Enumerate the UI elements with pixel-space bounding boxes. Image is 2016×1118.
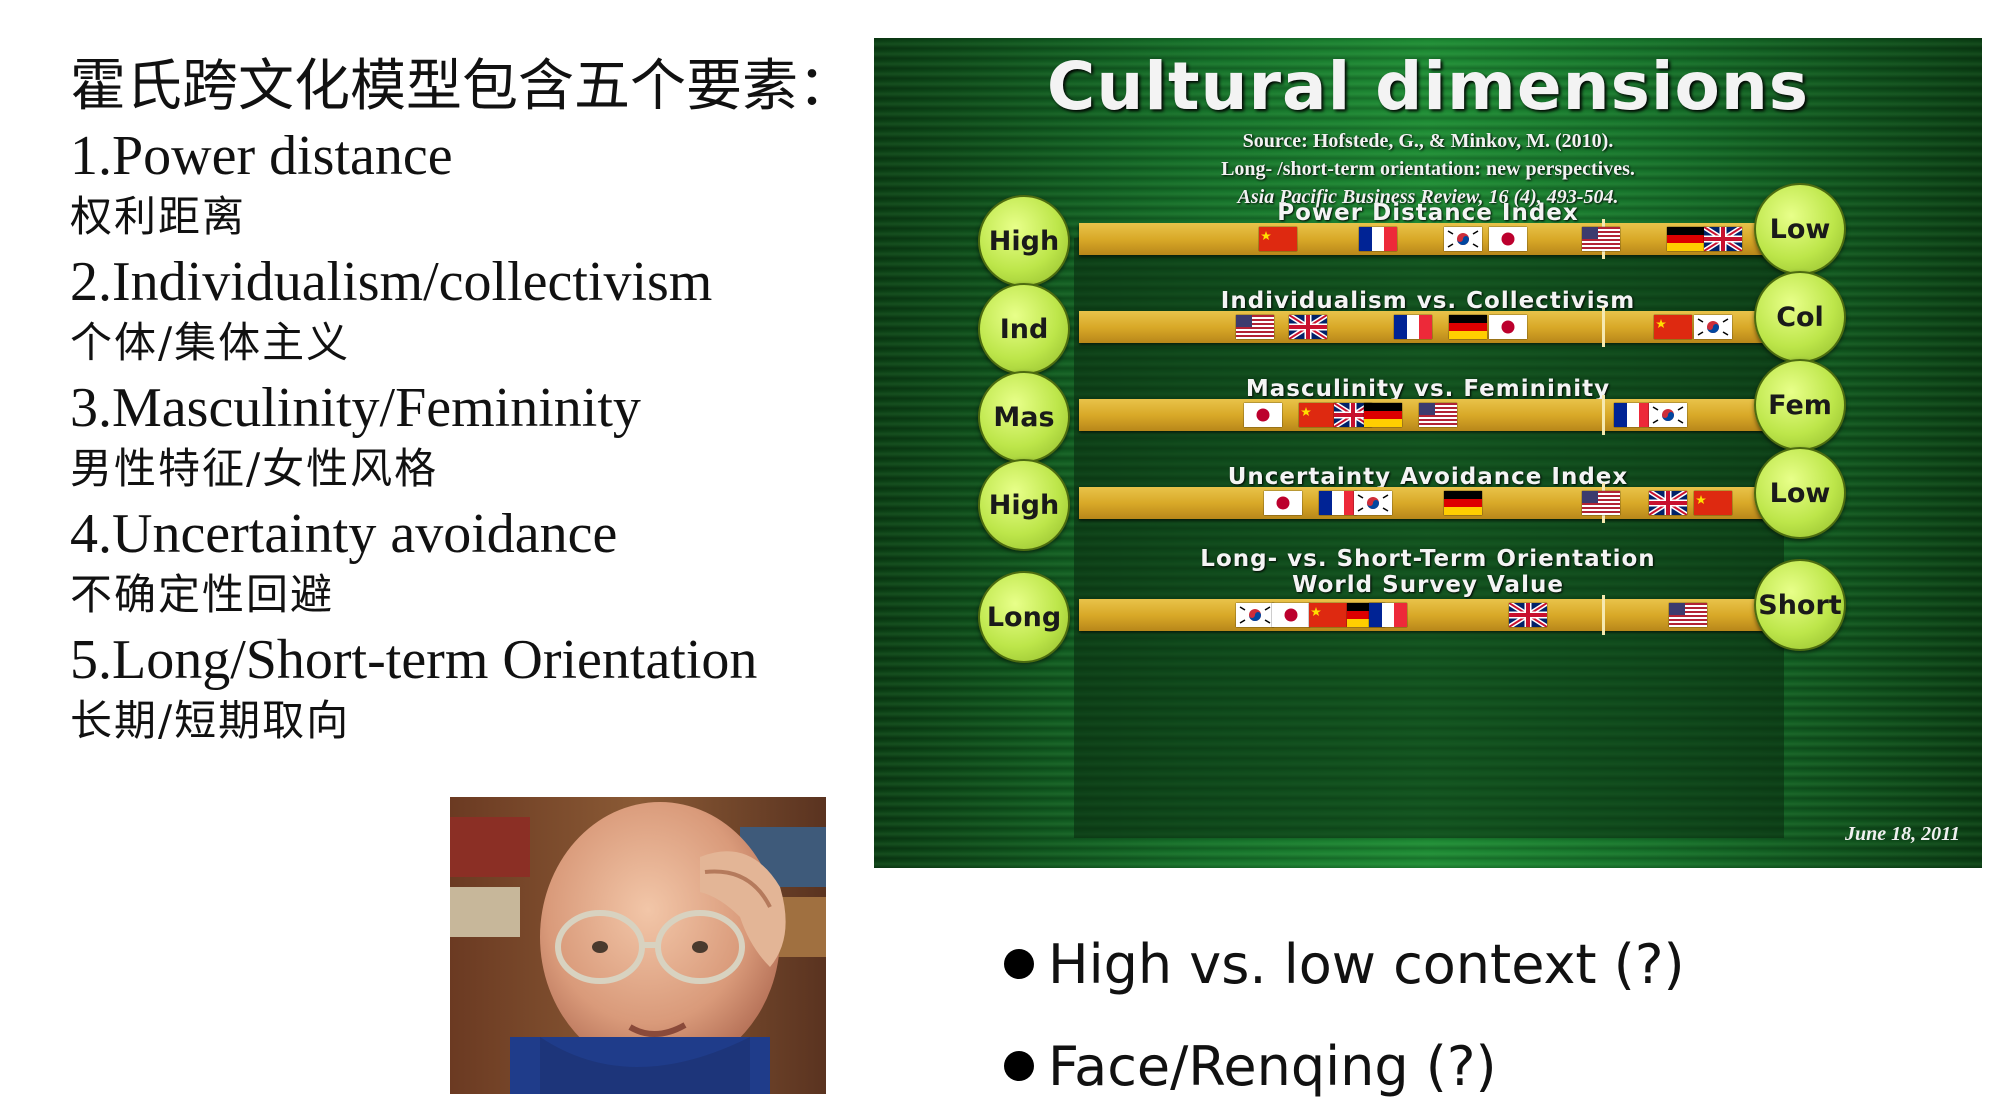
uk-flag-icon [1287, 312, 1329, 342]
model-description: 霍氏跨文化模型包含五个要素： 1.Power distance 权利距离 2.I… [70, 52, 870, 754]
dimension-subtitle: World Survey Value [1292, 572, 1564, 598]
usa-flag-icon [1419, 403, 1457, 427]
dimension-title: Uncertainty Avoidance Index [1227, 464, 1629, 490]
dimension-right-pole: Low [1754, 447, 1846, 539]
germany-flag-icon [1449, 315, 1487, 339]
china-flag-icon [1309, 603, 1347, 627]
portrait-photo [450, 797, 826, 1094]
bullet-dot-icon [1004, 949, 1034, 980]
bullet-list: High vs. low context (?) Face/Renqing (?… [1004, 914, 1685, 1118]
element-chinese: 长期/短期取向 [70, 696, 351, 745]
source-line: Long- /short-term orientation: new persp… [1221, 158, 1635, 180]
japan-flag-icon [1244, 403, 1282, 427]
france-flag-icon [1319, 491, 1357, 515]
element-chinese: 不确定性回避 [70, 570, 335, 619]
bar-midpoint [1602, 595, 1605, 635]
france-flag-icon [1359, 227, 1397, 251]
germany-flag-icon [1347, 603, 1385, 627]
usa-flag-icon [1582, 227, 1620, 251]
japan-flag-icon [1264, 491, 1302, 515]
france-flag-icon [1614, 403, 1652, 427]
dimension-bar [1079, 219, 1769, 259]
cultural-dimensions-graphic: Cultural dimensions Source: Hofstede, G.… [874, 38, 1982, 868]
dimension-bar [1079, 307, 1769, 347]
element-chinese: 个体/集体主义 [70, 318, 351, 367]
china-flag-icon [1299, 403, 1337, 427]
usa-flag-icon [1669, 603, 1707, 627]
portrait-illustration [450, 797, 826, 1094]
dimension-title: Power Distance Index [1277, 200, 1579, 226]
bar-midpoint [1602, 395, 1605, 435]
intro-heading: 霍氏跨文化模型包含五个要素： [70, 54, 854, 119]
uk-flag-icon [1702, 224, 1744, 254]
dimension-left-pole: Long [978, 571, 1070, 663]
dimension-right-pole: Col [1754, 271, 1846, 363]
element-item: 1.Power distance 权利距离 [70, 124, 870, 246]
source-line: Asia Pacific Business Review, 16 (4), 49… [1237, 186, 1619, 208]
dimension-right-pole: Short [1754, 559, 1846, 651]
element-title: 4.Uncertainty avoidance [70, 503, 618, 565]
france-flag-icon [1394, 315, 1432, 339]
dimension-left-pole: High [978, 195, 1070, 287]
korea-flag-icon [1649, 403, 1687, 427]
japan-flag-icon [1489, 227, 1527, 251]
dimension-left-pole: Mas [978, 371, 1070, 463]
dimension-bar [1079, 595, 1769, 635]
source-line: Source: Hofstede, G., & Minkov, M. (2010… [1242, 130, 1614, 152]
china-flag-icon [1694, 491, 1732, 515]
element-title: 2.Individualism/collectivism [70, 251, 713, 313]
bullet-item: Face/Renqing (?) [1004, 1016, 1685, 1118]
dimension-right-pole: Fem [1754, 359, 1846, 451]
element-title: 1.Power distance [70, 125, 453, 187]
korea-flag-icon [1236, 603, 1274, 627]
bar-midpoint [1602, 307, 1605, 347]
element-item: 3.Masculinity/Femininity 男性特征/女性风格 [70, 376, 870, 498]
dimension-left-pole: High [978, 459, 1070, 551]
china-flag-icon [1259, 227, 1297, 251]
japan-flag-icon [1272, 603, 1310, 627]
france-flag-icon [1369, 603, 1407, 627]
bullet-text: Face/Renqing (?) [1048, 1035, 1497, 1098]
uk-flag-icon [1647, 488, 1689, 518]
bullet-dot-icon [1004, 1051, 1034, 1082]
germany-flag-icon [1667, 227, 1705, 251]
korea-flag-icon [1354, 491, 1392, 515]
bullet-item: High vs. low context (?) [1004, 914, 1685, 1016]
korea-flag-icon [1444, 227, 1482, 251]
element-item: 2.Individualism/collectivism 个体/集体主义 [70, 250, 870, 372]
element-title: 3.Masculinity/Femininity [70, 377, 641, 439]
element-item: 5.Long/Short-term Orientation 长期/短期取向 [70, 628, 870, 750]
element-item: 4.Uncertainty avoidance 不确定性回避 [70, 502, 870, 624]
uk-flag-icon [1507, 600, 1549, 630]
element-chinese: 男性特征/女性风格 [70, 444, 439, 493]
element-title: 5.Long/Short-term Orientation [70, 629, 758, 691]
dimension-right-pole: Low [1754, 183, 1846, 275]
japan-flag-icon [1489, 315, 1527, 339]
dimension-title: Long- vs. Short-Term Orientation [1200, 546, 1656, 572]
signature-date: June 18, 2011 [1844, 823, 1960, 845]
dimension-title: Masculinity vs. Femininity [1245, 376, 1611, 402]
dimension-title: Individualism vs. Collectivism [1220, 288, 1636, 314]
dimension-bar [1079, 395, 1769, 435]
germany-flag-icon [1364, 403, 1402, 427]
bullet-text: High vs. low context (?) [1048, 933, 1685, 996]
dimension-left-pole: Ind [978, 283, 1070, 375]
germany-flag-icon [1444, 491, 1482, 515]
usa-flag-icon [1236, 315, 1274, 339]
center-panel-shape [1074, 223, 1784, 838]
element-chinese: 权利距离 [70, 192, 247, 241]
korea-flag-icon [1694, 315, 1732, 339]
graphic-title: Cultural dimensions [1046, 48, 1810, 125]
usa-flag-icon [1582, 491, 1620, 515]
dimension-bar [1079, 483, 1769, 523]
china-flag-icon [1654, 315, 1692, 339]
